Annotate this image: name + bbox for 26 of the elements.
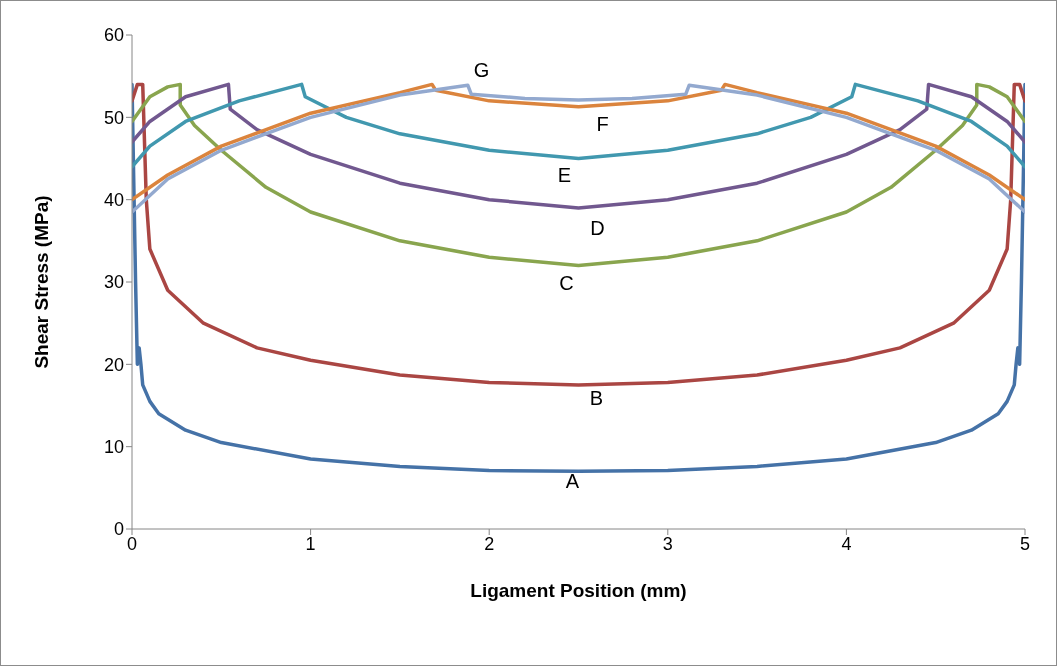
line-series	[132, 82, 1025, 268]
line-series	[132, 82, 1025, 474]
x-tick-label: 3	[662, 533, 673, 554]
y-tick-label: 60	[103, 25, 124, 46]
y-tick-label: 0	[113, 519, 124, 540]
y-tick-label: 30	[103, 272, 124, 293]
x-tick-label: 5	[1019, 533, 1031, 554]
series-label: G	[473, 59, 490, 82]
series-label: F	[596, 112, 609, 135]
y-tick-label: 10	[103, 437, 124, 458]
y-tick-label: 20	[103, 354, 124, 375]
y-axis-title: Shear Stress (MPa)	[30, 195, 52, 369]
y-tick-label: 50	[103, 107, 124, 128]
series-label: E	[557, 163, 572, 186]
x-tick-label: 2	[484, 533, 495, 554]
series-label: B	[589, 386, 604, 409]
x-tick-label: 4	[841, 533, 852, 554]
series-label: A	[565, 470, 580, 493]
x-tick-label: 1	[305, 533, 316, 554]
line-series	[132, 82, 1025, 387]
x-tick-label: 0	[126, 533, 138, 554]
y-tick-label: 40	[103, 190, 124, 211]
line-series	[132, 82, 1025, 169]
series-label: D	[590, 216, 605, 239]
series-label: C	[559, 271, 574, 294]
x-axis-title: Ligament Position (mm)	[470, 580, 687, 601]
